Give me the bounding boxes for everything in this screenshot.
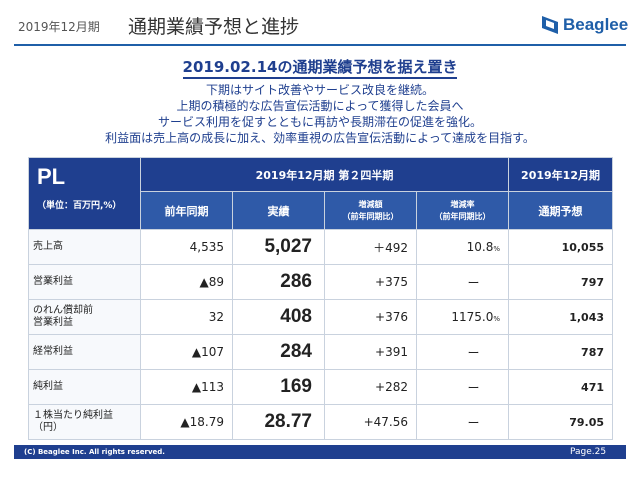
cell-rate: 1175.0% — [415, 299, 510, 335]
row-label: 純利益 — [28, 369, 141, 405]
description-line: 利益面は売上高の成長に加え、効率重視の広告宣伝活動によって達成を目指す。 — [105, 131, 535, 145]
table-row: 売上高 4,535 5,027 ＋492 10.8% 10,055 — [28, 229, 614, 265]
cell-rate: ー — [415, 404, 510, 440]
row-label-line: 営業利益 — [33, 317, 73, 328]
rate-value: ー — [467, 380, 480, 395]
footer-bar — [14, 445, 626, 459]
col-header-rate: 増減率 （前年同期比） — [415, 191, 510, 230]
cell-diff: +376 — [324, 299, 417, 335]
rate-unit: % — [493, 245, 501, 253]
cell-forecast: 1,043 — [508, 299, 614, 335]
cell-prev: ▲107 — [140, 334, 233, 370]
page-number: Page.25 — [570, 447, 607, 457]
group-header-q2: 2019年12月期 第２四半期 — [139, 157, 510, 192]
cell-forecast: 787 — [508, 334, 614, 370]
cell-forecast: 79.05 — [508, 404, 614, 440]
col-header-rate-label: 増減率 — [450, 199, 475, 209]
header-period: 2019年12月期 — [18, 20, 100, 34]
cell-prev: 4,535 — [140, 229, 233, 265]
pl-table: PL （単位：百万円,%） 2019年12月期 第２四半期 2019年12月期 … — [28, 157, 614, 440]
pl-label: PL — [37, 164, 66, 189]
cell-diff: +375 — [324, 264, 417, 300]
header-divider — [14, 44, 626, 46]
rate-unit: % — [493, 315, 501, 323]
cell-prev: 32 — [140, 299, 233, 335]
company-logo: Beaglee — [540, 14, 628, 36]
table-row: １株当たり純利益 （円） ▲18.79 28.77 +47.56 ー 79.05 — [28, 404, 614, 440]
cell-actual: 284 — [232, 334, 325, 370]
row-label-line: のれん償却前 — [33, 305, 93, 316]
row-label-line: 経常利益 — [33, 346, 73, 357]
cell-actual: 169 — [232, 369, 325, 405]
col-header-forecast: 通期予想 — [508, 191, 614, 230]
col-header-diff-label: 増減額 — [358, 199, 383, 209]
cell-prev: ▲89 — [140, 264, 233, 300]
row-label-line: １株当たり純利益 — [33, 410, 113, 421]
description-line: 下期はサイト改善やサービス改良を継続。 — [205, 83, 434, 97]
cell-diff: +282 — [324, 369, 417, 405]
row-label: 経常利益 — [28, 334, 141, 370]
table-row: 経常利益 ▲107 284 +391 ー 787 — [28, 334, 614, 370]
row-label: １株当たり純利益 （円） — [28, 404, 141, 440]
cell-actual: 408 — [232, 299, 325, 335]
col-header-diff: 増減額 （前年同期比） — [324, 191, 417, 230]
table-row: 営業利益 ▲89 286 +375 ー 797 — [28, 264, 614, 300]
description-line: サービス利用を促すとともに再訪や長期滞在の促進を強化。 — [157, 115, 482, 129]
rate-value: ー — [467, 415, 480, 430]
cell-forecast: 797 — [508, 264, 614, 300]
description-line: 上期の積極的な広告宣伝活動によって獲得した会員へ — [176, 99, 464, 113]
cell-diff: ＋492 — [324, 229, 417, 265]
cell-diff: +47.56 — [324, 404, 417, 440]
table-row: のれん償却前 営業利益 32 408 +376 1175.0% 1,043 — [28, 299, 614, 335]
row-label-line: 売上高 — [33, 241, 63, 252]
pl-header-cell: PL （単位：百万円,%） — [28, 157, 141, 230]
cell-prev: ▲18.79 — [140, 404, 233, 440]
cell-actual: 28.77 — [232, 404, 325, 440]
cell-forecast: 10,055 — [508, 229, 614, 265]
row-label-line: 営業利益 — [33, 276, 73, 287]
row-label-line: （円） — [33, 422, 63, 433]
copyright: (C) Beaglee Inc. All rights reserved. — [24, 448, 165, 456]
beaglee-logo-icon — [542, 16, 558, 34]
row-label: 売上高 — [28, 229, 141, 265]
col-header-rate-sub: （前年同期比） — [434, 211, 491, 221]
row-label-line: 純利益 — [33, 381, 63, 392]
table-row: 純利益 ▲113 169 +282 ー 471 — [28, 369, 614, 405]
rate-value: ー — [467, 345, 480, 360]
rate-value: ー — [467, 275, 480, 290]
cell-forecast: 471 — [508, 369, 614, 405]
logo-text: Beaglee — [563, 15, 629, 34]
col-header-actual: 実績 — [232, 191, 325, 230]
unit-label: （単位：百万円,%） — [37, 201, 122, 211]
col-header-diff-sub: （前年同期比） — [342, 211, 399, 221]
row-label: のれん償却前 営業利益 — [28, 299, 141, 335]
cell-rate: ー — [415, 369, 510, 405]
cell-actual: 286 — [232, 264, 325, 300]
row-label: 営業利益 — [28, 264, 141, 300]
cell-prev: ▲113 — [140, 369, 233, 405]
page-title: 通期業績予想と進捗 — [128, 16, 300, 38]
cell-actual: 5,027 — [232, 229, 325, 265]
group-header-fy: 2019年12月期 — [508, 157, 614, 192]
cell-rate: ー — [415, 334, 510, 370]
cell-rate: ー — [415, 264, 510, 300]
description: 下期はサイト改善やサービス改良を継続。 上期の積極的な広告宣伝活動によって獲得し… — [0, 82, 640, 146]
cell-diff: +391 — [324, 334, 417, 370]
headline-text: 2019.02.14の通期業績予想を据え置き — [182, 58, 458, 79]
col-header-prev: 前年同期 — [140, 191, 233, 230]
cell-rate: 10.8% — [415, 229, 510, 265]
rate-value: 10.8 — [466, 240, 494, 254]
rate-value: 1175.0 — [451, 310, 494, 324]
headline: 2019.02.14の通期業績予想を据え置き — [0, 56, 640, 79]
